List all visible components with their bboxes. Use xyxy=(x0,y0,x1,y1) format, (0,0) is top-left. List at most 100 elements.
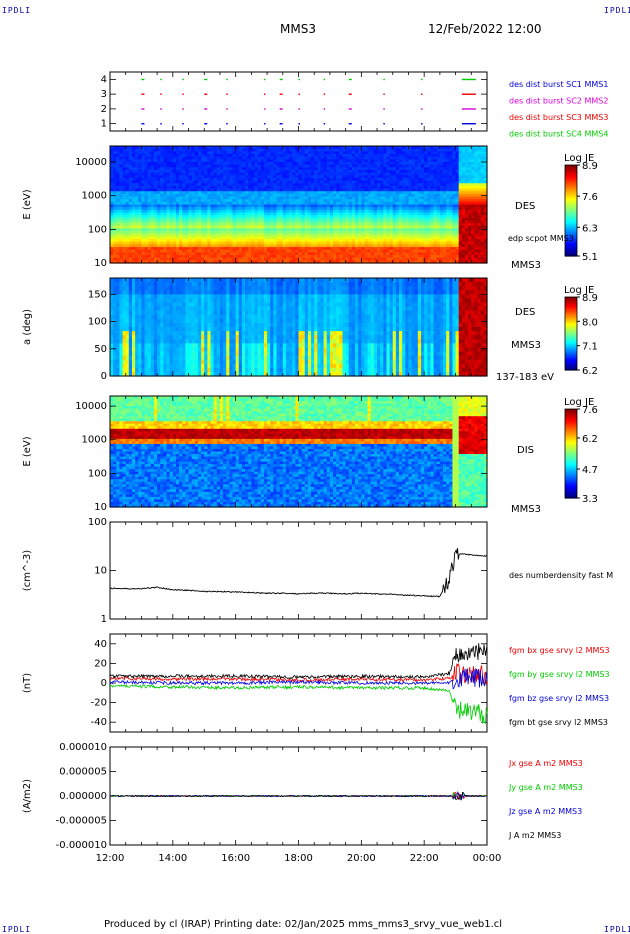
heatmap-cell xyxy=(370,228,375,232)
heatmap-cell xyxy=(392,183,397,187)
heatmap-cell xyxy=(216,231,221,235)
heatmap-cell xyxy=(197,167,202,171)
heatmap-cell xyxy=(122,159,127,163)
heatmap-cell xyxy=(241,167,246,171)
heatmap-cell xyxy=(386,207,391,211)
heatmap-cell xyxy=(201,247,205,251)
heatmap-cell xyxy=(427,148,432,152)
heatmap-cell xyxy=(119,212,124,216)
heatmap-cell xyxy=(364,177,369,182)
heatmap-cell xyxy=(182,220,186,224)
heatmap-cell xyxy=(301,244,306,248)
heatmap-cell xyxy=(207,167,212,171)
heatmap-cell xyxy=(348,180,353,184)
heatmap-cell xyxy=(210,244,215,248)
heatmap-cell xyxy=(339,201,344,206)
heatmap-cell xyxy=(424,204,428,208)
heatmap-cell xyxy=(345,185,350,190)
heatmap-cell xyxy=(433,260,438,264)
heatmap-cell xyxy=(150,156,155,160)
heatmap-cell xyxy=(348,217,353,222)
heatmap-cell xyxy=(383,255,388,259)
heatmap-cell xyxy=(377,215,381,219)
heatmap-cell xyxy=(285,217,290,222)
heatmap-cell xyxy=(251,255,256,259)
heatmap-cell xyxy=(333,161,337,166)
heatmap-cell xyxy=(251,220,256,224)
heatmap-cell xyxy=(276,239,281,243)
heatmap-cell xyxy=(245,236,249,240)
heatmap-cell xyxy=(150,153,155,158)
heatmap-cell xyxy=(119,223,124,227)
heatmap-cell xyxy=(197,204,202,208)
heatmap-cell xyxy=(411,241,416,245)
heatmap-cell xyxy=(377,223,381,227)
heatmap-cell xyxy=(263,228,268,232)
heatmap-cell xyxy=(270,236,274,240)
heatmap-cell xyxy=(370,153,375,158)
heatmap-cell xyxy=(436,217,441,222)
heatmap-cell xyxy=(289,201,293,206)
heatmap-cell xyxy=(229,164,234,168)
heatmap-cell xyxy=(267,201,271,206)
heatmap-cell xyxy=(427,223,432,227)
heatmap-cell xyxy=(320,220,325,224)
heatmap-cell xyxy=(238,223,243,227)
heatmap-cell xyxy=(254,151,259,155)
heatmap-cell xyxy=(449,260,454,264)
heatmap-cell xyxy=(279,153,284,158)
heatmap-cell xyxy=(361,252,366,256)
heatmap-cell xyxy=(367,260,372,264)
heatmap-cell xyxy=(446,204,450,208)
heatmap-cell xyxy=(364,212,369,216)
heatmap-cell xyxy=(144,260,149,264)
heatmap-cell xyxy=(361,239,366,243)
heatmap-cell xyxy=(377,225,381,230)
heatmap-cell xyxy=(229,209,234,214)
heatmap-cell xyxy=(207,215,212,219)
heatmap-cell xyxy=(282,204,287,208)
heatmap-cell xyxy=(194,196,199,200)
heatmap-cell xyxy=(348,241,353,245)
heatmap-cell xyxy=(345,177,350,182)
heatmap-cell xyxy=(110,233,114,238)
heatmap-cell xyxy=(317,223,322,227)
heatmap-cell xyxy=(267,204,271,208)
heatmap-cell xyxy=(336,172,340,176)
heatmap-cell xyxy=(204,260,208,264)
heatmap-cell xyxy=(421,247,425,251)
heatmap-cell xyxy=(389,185,394,190)
heatmap-cell xyxy=(446,164,450,168)
heatmap-cell xyxy=(169,228,174,232)
heatmap-cell xyxy=(430,159,435,163)
heatmap-cell xyxy=(452,217,457,222)
heatmap-cell xyxy=(355,215,359,219)
heatmap-cell xyxy=(307,236,312,240)
heatmap-cell xyxy=(248,233,252,238)
heatmap-cell xyxy=(339,223,344,227)
heatmap-cell xyxy=(216,209,221,214)
heatmap-cell xyxy=(326,241,331,245)
heatmap-cell xyxy=(355,244,359,248)
heatmap-cell xyxy=(314,252,318,256)
heatmap-cell xyxy=(289,153,293,158)
heatmap-cell xyxy=(276,217,281,222)
heatmap-cell xyxy=(421,217,425,222)
heatmap-cell xyxy=(282,151,287,155)
heatmap-cell xyxy=(197,193,202,198)
heatmap-cell xyxy=(298,252,303,256)
heatmap-cell xyxy=(241,212,246,216)
heatmap-cell xyxy=(421,199,425,203)
heatmap-cell xyxy=(232,169,237,174)
heatmap-cell xyxy=(125,239,130,243)
heatmap-cell xyxy=(219,225,224,230)
heatmap-cell xyxy=(182,146,186,150)
heatmap-cell xyxy=(370,231,375,235)
heatmap-cell xyxy=(182,153,186,158)
heatmap-cell xyxy=(207,161,212,166)
heatmap-cell xyxy=(166,257,171,261)
heatmap-cell xyxy=(160,252,165,256)
heatmap-cell xyxy=(333,215,337,219)
heatmap-cell xyxy=(351,183,356,187)
heatmap-cell xyxy=(188,228,193,232)
